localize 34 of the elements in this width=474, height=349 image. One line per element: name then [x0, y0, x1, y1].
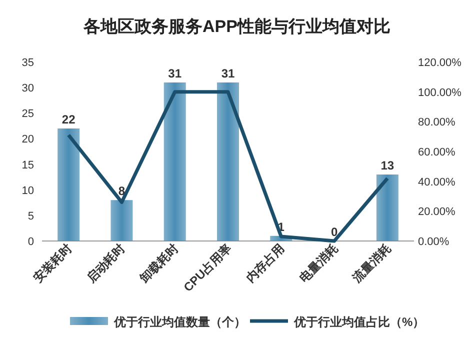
y-tick-label: 15 [22, 159, 34, 172]
x-tick-label: 流量消耗 [349, 241, 394, 286]
y-tick-label: 20 [22, 134, 34, 146]
y2-tick-label: 0.00% [418, 236, 450, 248]
x-tick-label: 内存占用 [243, 241, 288, 286]
y2-tick-label: 100.00% [418, 86, 462, 99]
y2-tick-label: 80.00% [418, 116, 456, 129]
data-label: 13 [380, 158, 394, 173]
y-tick-label: 25 [22, 108, 34, 120]
x-tick-label: 卸载耗时 [136, 241, 181, 286]
data-label: 8 [118, 184, 126, 198]
y-tick-label: 0 [28, 236, 34, 248]
x-tick-label: 电量消耗 [296, 241, 340, 286]
data-label: 22 [62, 112, 76, 126]
y2-tick-label: 120.00% [418, 57, 462, 69]
data-label: 0 [330, 225, 338, 239]
bar [110, 200, 133, 241]
y2-tick-label: 40.00% [418, 176, 456, 188]
y-tick-label: 10 [22, 184, 34, 197]
data-label: 31 [221, 66, 235, 80]
chart-title: 各地区政务服务APP性能与行业均值对比 [82, 17, 390, 36]
y-tick-label: 30 [22, 82, 34, 95]
bar [58, 128, 80, 241]
x-tick-label: 启动耗时 [83, 241, 128, 286]
bar [164, 82, 186, 241]
legend-label: 优于行业均值数量（个） [113, 315, 246, 329]
legend-label: 优于行业均值占比（%） [293, 315, 425, 329]
bar [217, 82, 239, 241]
y-tick-label: 5 [28, 210, 34, 222]
data-label: 31 [168, 66, 182, 80]
y2-tick-label: 20.00% [418, 206, 456, 218]
bar [376, 174, 398, 241]
y2-tick-label: 60.00% [418, 146, 456, 158]
y-tick-label: 35 [22, 57, 34, 69]
